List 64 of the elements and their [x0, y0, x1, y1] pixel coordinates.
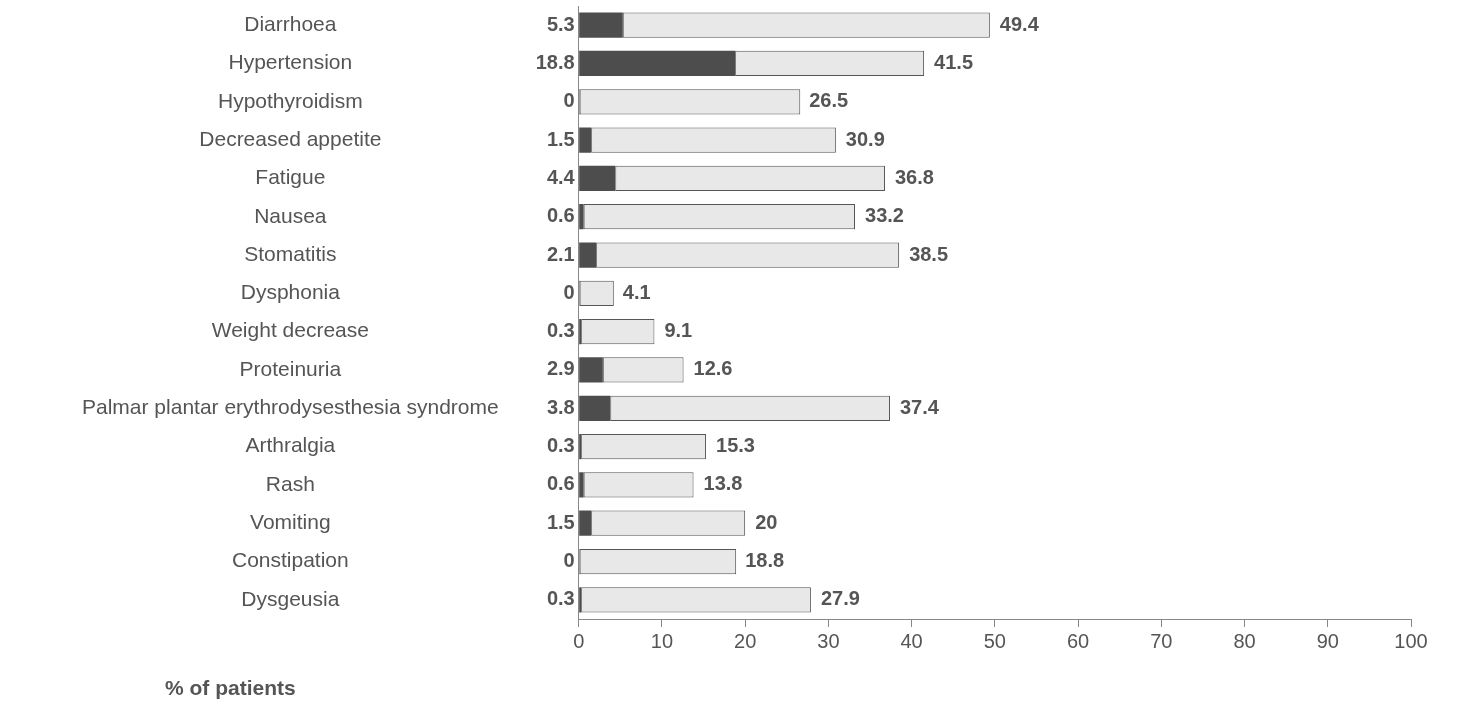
x-tick-label: 10 [650, 629, 674, 652]
total-label: 27.9 [820, 587, 860, 610]
data-label: 1.5 [546, 510, 575, 533]
bar [579, 472, 584, 498]
total-label: 13.8 [703, 472, 743, 495]
total-label: 9.1 [664, 319, 693, 342]
total-label: 49.4 [999, 12, 1040, 35]
x-tick-label: 70 [1150, 629, 1173, 652]
data-label: 2.1 [546, 242, 575, 265]
y-tick-label: Nausea [254, 203, 327, 227]
bar [579, 357, 603, 383]
total-label: 33.2 [865, 204, 904, 227]
total-label: 20 [755, 510, 778, 533]
y-tick-label: Dysgeusia [241, 586, 340, 610]
y-tick-label: Fatigue [255, 165, 326, 189]
data-label: 4.4 [546, 165, 576, 188]
y-tick-label: Diarrhoea [244, 11, 337, 35]
x-tick-label: 30 [817, 629, 840, 652]
y-tick-label: Hypothyroidism [217, 88, 363, 112]
y-tick-label: Stomatitis [244, 241, 337, 265]
total-label: 37.4 [899, 395, 940, 418]
bar [579, 127, 592, 153]
x-tick-label: 80 [1233, 629, 1256, 652]
data-label: 0.6 [546, 472, 575, 495]
y-tick-label: Weight decrease [211, 318, 369, 342]
data-label: 3.8 [546, 395, 575, 418]
x-tick-label: 0 [573, 629, 585, 652]
x-axis-title: % of patients [165, 676, 296, 700]
total-label: 26.5 [809, 89, 849, 112]
data-label: 18.8 [535, 50, 575, 73]
data-label: 0 [563, 280, 575, 303]
y-tick-label: Dysphonia [240, 280, 341, 304]
data-label: 1.5 [546, 127, 575, 150]
data-label: 0.3 [546, 587, 575, 610]
data-label: 2.9 [546, 357, 575, 380]
y-tick-label: Proteinuria [239, 356, 342, 380]
x-tick-label: 50 [983, 629, 1006, 652]
bar [579, 242, 597, 268]
total-label: 36.8 [894, 165, 934, 188]
data-label: 0 [563, 89, 575, 112]
x-tick-label: 60 [1066, 629, 1090, 652]
data-label: 5.3 [546, 12, 575, 35]
data-label: 0.3 [546, 319, 575, 342]
data-label: 0.6 [546, 204, 575, 227]
x-tick-label: 40 [900, 629, 923, 652]
total-label: 38.5 [909, 242, 949, 265]
y-tick-label: Vomiting [250, 510, 331, 534]
total-label: 4.1 [622, 280, 651, 303]
y-tick-label: Rash [265, 471, 315, 495]
y-tick-label: Palmar plantar erythrodysesthesia syndrome [81, 395, 499, 419]
y-tick-label: Constipation [231, 548, 349, 572]
data-label: 0 [563, 549, 575, 572]
total-label: 12.6 [693, 357, 733, 380]
y-tick-label: Decreased appetite [199, 126, 382, 150]
y-tick-label: Hypertension [228, 50, 353, 74]
x-tick-label: 100 [1394, 629, 1428, 652]
total-label: 30.9 [845, 127, 885, 150]
total-label: 15.3 [716, 434, 755, 457]
x-tick-label: 90 [1316, 629, 1339, 652]
data-label: 0.3 [546, 434, 575, 457]
total-label: 41.5 [934, 50, 974, 73]
total-label: 18.8 [745, 549, 785, 572]
x-tick-label: 20 [734, 629, 757, 652]
y-tick-label: Arthralgia [245, 433, 336, 457]
